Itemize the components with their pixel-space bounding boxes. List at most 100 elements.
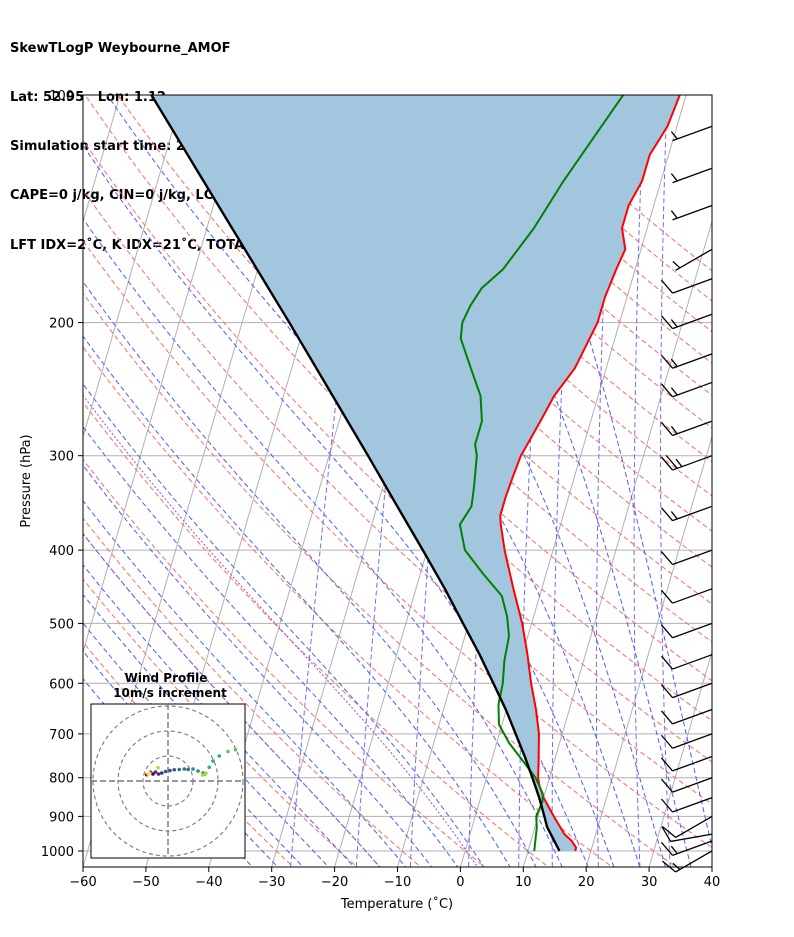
hodograph-point: [168, 768, 172, 773]
x-tick-label: −20: [321, 875, 348, 890]
hodograph-point: [182, 767, 187, 771]
wind-barb-flag: [660, 710, 674, 725]
wind-barb-flag: [660, 624, 674, 639]
wind-barb-staff: [672, 777, 713, 793]
wind-barb-staff: [672, 797, 713, 813]
moist-adiabat-line: [83, 335, 511, 867]
wind-barb-flag: [660, 551, 674, 565]
y-tick-label: 800: [49, 772, 74, 787]
hodograph-subtitle: 10m/s increment: [113, 686, 227, 700]
x-tick-label: 40: [704, 875, 721, 890]
x-tick-label: 10: [515, 875, 532, 890]
x-tick-label: −50: [132, 875, 159, 890]
x-tick-label: −10: [384, 875, 411, 890]
wind-barb-half: [672, 261, 681, 269]
wind-barb-half: [670, 387, 678, 396]
wind-barb-flag: [660, 279, 674, 294]
wind-barb-flag: [660, 315, 674, 330]
moist-adiabat-line: [83, 144, 589, 867]
wind-barb-staff: [672, 420, 713, 437]
wind-barb-flag: [660, 456, 674, 471]
dry-adiabat-line: [83, 641, 294, 867]
wind-barb-staff: [672, 708, 713, 725]
hodograph-point: [151, 772, 155, 776]
isotherm-line: [83, 95, 121, 224]
x-tick-label: −60: [69, 875, 96, 890]
wind-barb-staff: [672, 505, 713, 522]
wind-barb-half: [670, 511, 678, 520]
profile-lines: [150, 95, 681, 852]
y-axis-label: Pressure (hPa): [19, 434, 34, 527]
hodograph-inset: Wind Profile 10m/s increment: [90, 671, 246, 859]
wind-barb-flag: [662, 826, 677, 838]
wind-barb-staff: [672, 588, 713, 604]
isotherm-line: [711, 865, 712, 867]
axes: −60 −50 −40 −30 −20 −10 0 10 20 30 40 1000 900 800 700…: [41, 89, 720, 890]
wind-barb-staff: [672, 622, 713, 639]
y-tick-label: 1000: [41, 845, 74, 860]
wind-barb-staff: [675, 850, 713, 873]
wind-barbs: [660, 125, 713, 873]
hodograph-point: [196, 769, 200, 773]
mixing-ratio-line: [551, 95, 578, 867]
hodograph-point: [211, 759, 215, 763]
moist-adiabat-line: [83, 563, 355, 867]
hodograph-point: [200, 773, 205, 777]
wind-barb-staff: [672, 455, 713, 471]
wind-barb-staff: [675, 815, 713, 838]
hodograph-point: [163, 769, 168, 774]
hodograph-point: [172, 767, 177, 772]
isotherm-line: [522, 219, 712, 867]
wind-barb-staff: [672, 682, 713, 699]
wind-barb-staff: [672, 167, 713, 184]
wind-barb-flag: [660, 841, 674, 856]
moist-adiabat-line: [83, 383, 485, 867]
wind-barb-staff: [672, 353, 713, 369]
moist-adiabat-line: [83, 593, 330, 867]
dry-adiabat-line: [83, 401, 550, 867]
cape-cin-shading: [151, 95, 680, 851]
y-tick-label: 900: [49, 810, 74, 825]
dry-adiabat-line: [83, 139, 712, 763]
wind-barb-half: [670, 425, 678, 435]
wind-barb-staff: [672, 549, 713, 566]
moist-adiabat-line: [177, 95, 641, 867]
dry-adiabat-line: [83, 517, 422, 867]
dry-adiabat-line: [83, 458, 486, 867]
moist-adiabat-line: [83, 677, 254, 867]
y-tick-label: 600: [49, 677, 74, 692]
isotherm-line: [770, 60, 794, 882]
moist-adiabat-line: [83, 425, 459, 867]
wind-barb-half: [670, 131, 678, 140]
hodograph-point: [177, 767, 182, 772]
highlight-adiabat-line: [83, 394, 478, 867]
moist-adiabat-line: [83, 280, 537, 867]
wind-barb-staff: [672, 278, 713, 294]
wind-barb-half: [670, 358, 678, 367]
dry-adiabat-line: [83, 578, 358, 867]
moist-adiabat-line: [491, 95, 712, 850]
parcel-line: [150, 95, 561, 852]
hodograph-point: [233, 747, 238, 752]
dry-adiabat-line: [84, 95, 712, 722]
hodograph-point: [156, 765, 160, 770]
wind-barb-flag: [665, 454, 678, 469]
wind-barb-staff: [672, 733, 713, 749]
wind-barb-flag: [660, 589, 674, 604]
dry-adiabat-line: [312, 95, 712, 463]
highlight-adiabat-line: [83, 532, 381, 867]
isotherm-line: [648, 650, 712, 867]
wind-barb-staff: [672, 125, 713, 142]
mixing-ratio-line: [660, 95, 671, 867]
y-tick-label: 500: [49, 617, 74, 632]
hodograph-point: [191, 767, 195, 771]
wind-barb-flag: [660, 798, 674, 813]
isotherm-line: [0, 60, 4, 882]
x-tick-label: −30: [258, 875, 285, 890]
wind-barb-staff: [670, 833, 713, 843]
wind-barb-staff: [672, 755, 713, 772]
hodograph-point: [204, 771, 208, 775]
hodograph-point: [146, 772, 150, 776]
wind-barb-flag: [660, 684, 674, 699]
wind-barb-flag: [661, 826, 672, 842]
